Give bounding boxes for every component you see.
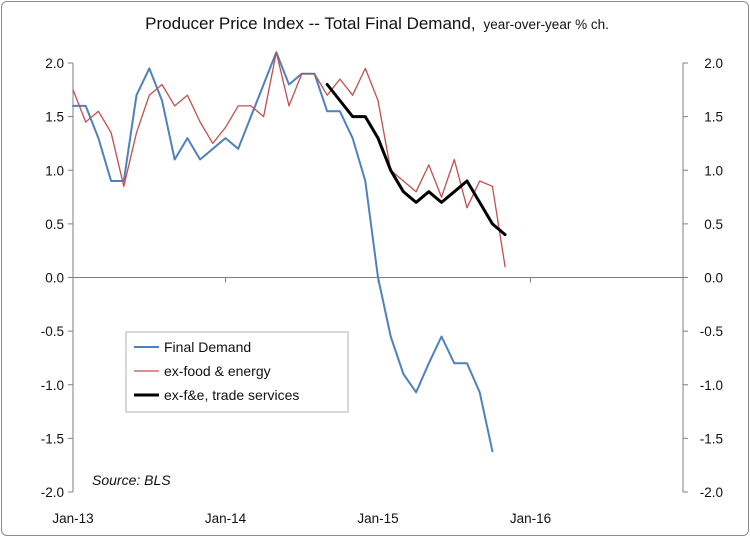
y-tick-label-right: -1.0 — [700, 378, 723, 393]
y-tick-label-left: -0.5 — [41, 324, 64, 339]
y-tick-label-left: -1.5 — [41, 431, 64, 446]
y-ticks-left: 2.0 1.5 1.0 0.5 0.0 -0.5 -1.0 -1.5 -2.0 — [41, 56, 73, 500]
y-tick-label-left: 1.0 — [45, 163, 64, 178]
y-tick-label-right: 0.5 — [704, 217, 723, 232]
y-tick-label-right: 0.0 — [704, 271, 723, 286]
series-layer — [72, 51, 507, 453]
y-ticks-right: 2.0 1.5 1.0 0.5 0.0 -0.5 -1.0 -1.5 -2.0 — [683, 56, 723, 500]
chart-title-main: Producer Price Index -- Total Final Dema… — [145, 14, 475, 33]
legend-label-3: ex-f&e, trade services — [164, 387, 299, 403]
y-tick-label-right: -2.0 — [700, 485, 723, 500]
series-line-1 — [72, 51, 494, 453]
x-tick-label: Jan-13 — [52, 511, 93, 526]
y-tick-label-left: 1.5 — [45, 110, 64, 125]
y-tick-label-right: 1.5 — [704, 110, 723, 125]
x-tick-label: Jan-15 — [357, 511, 398, 526]
y-tick-label-right: -0.5 — [700, 324, 723, 339]
y-tick-label-left: 0.0 — [45, 271, 64, 286]
x-ticks: Jan-13 Jan-14 Jan-15 Jan-16 — [52, 277, 551, 526]
y-tick-label-left: 2.0 — [45, 56, 64, 71]
legend-label-2: ex-food & energy — [164, 363, 271, 379]
source-note: Source: BLS — [92, 472, 171, 488]
legend-label-1: Final Demand — [164, 339, 251, 355]
x-tick-label: Jan-16 — [510, 511, 551, 526]
chart-subtitle: year-over-year % ch. — [484, 17, 609, 32]
y-tick-label-left: 0.5 — [45, 217, 64, 232]
legend: Final Demand ex-food & energy ex-f&e, trad… — [125, 331, 349, 413]
chart-title: Producer Price Index -- Total Final Dema… — [145, 14, 609, 33]
series-line-2 — [72, 51, 506, 268]
y-tick-label-left: -1.0 — [41, 378, 64, 393]
y-tick-label-left: -2.0 — [41, 485, 64, 500]
legend-box — [125, 331, 349, 413]
series-line-3 — [325, 83, 507, 237]
y-tick-label-right: -1.5 — [700, 431, 723, 446]
y-tick-label-right: 1.0 — [704, 163, 723, 178]
legend-items: Final Demand ex-food & energy ex-f&e, trad… — [134, 339, 299, 403]
x-tick-label: Jan-14 — [205, 511, 247, 526]
y-tick-label-right: 2.0 — [704, 56, 723, 71]
